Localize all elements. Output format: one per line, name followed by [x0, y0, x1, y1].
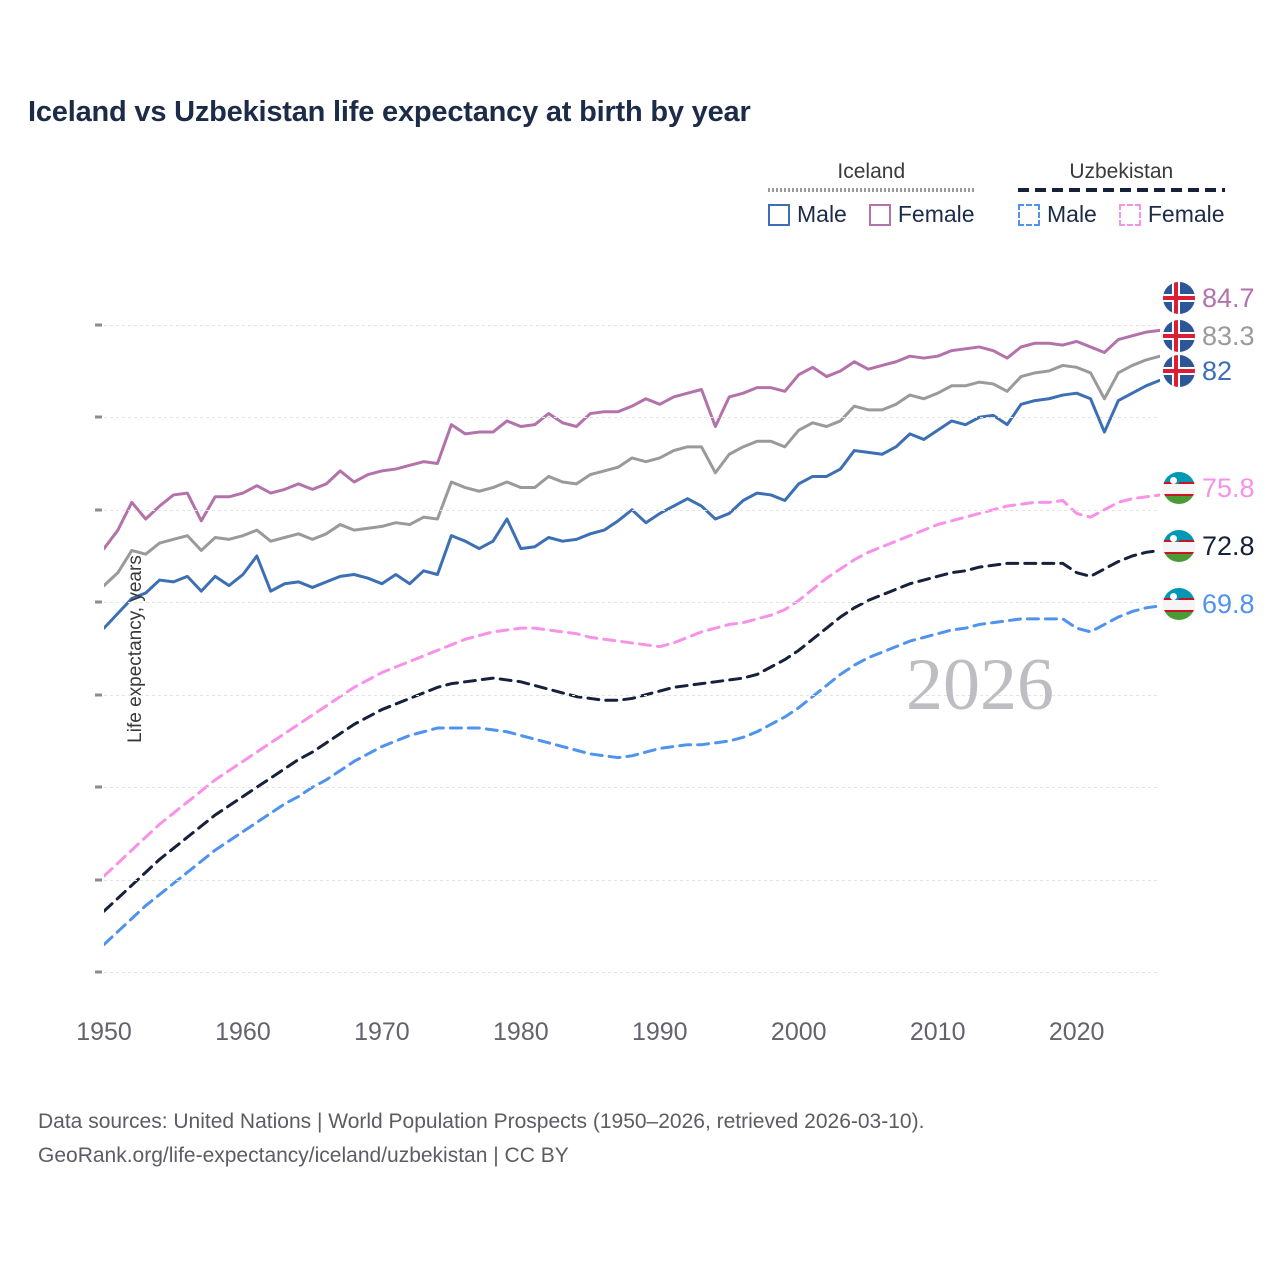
legend-item-uzbekistan-female[interactable]: Female: [1118, 201, 1225, 228]
year-watermark: 2026: [906, 644, 1054, 726]
gridline: [104, 787, 1160, 789]
end-label-iceland-male: 82: [1163, 355, 1232, 387]
iceland-flag-icon: [1163, 355, 1195, 387]
plot-area: Life expectancy, years 5055606570758085 …: [76, 297, 1160, 1046]
end-label-iceland-total: 83.3: [1163, 320, 1255, 352]
footer-line-1: Data sources: United Nations | World Pop…: [38, 1110, 925, 1133]
x-tick-label: 1970: [354, 1018, 410, 1046]
legend-style-rule-solid: [768, 188, 975, 192]
series-line-uzbekistan-total: [104, 548, 1160, 913]
x-tick-label: 1950: [76, 1018, 132, 1046]
legend-swatch-iceland-female: [868, 203, 891, 226]
legend-item-iceland-male[interactable]: Male: [768, 201, 847, 228]
x-tick-label: 1990: [631, 1018, 688, 1046]
gridline: [104, 694, 1160, 696]
iceland-flag-icon: [1163, 282, 1195, 314]
legend-group-iceland: Iceland Male Female: [768, 160, 975, 228]
end-label-value: 69.8: [1202, 588, 1255, 619]
uzbekistan-flag-icon: [1163, 588, 1195, 620]
y-tick-mark: [95, 323, 102, 327]
footer: Data sources: United Nations | World Pop…: [38, 1105, 924, 1173]
series-lines: [104, 328, 1160, 946]
y-tick-mark: [95, 415, 102, 419]
legend-label-iceland-female: Female: [897, 201, 975, 227]
legend-swatch-uzbekistan-female: [1118, 203, 1141, 226]
y-axis-title: Life expectancy, years: [124, 554, 146, 743]
legend-swatch-uzbekistan-male: [1018, 203, 1040, 226]
footer-line-2: GeoRank.org/life-expectancy/iceland/uzbe…: [38, 1144, 569, 1168]
series-line-uzbekistan-male: [104, 604, 1160, 946]
chart-legend: Iceland Male Female Uzbekistan Male: [760, 160, 1260, 250]
gridline: [104, 509, 1160, 511]
y-tick-mark: [95, 878, 102, 882]
series-end-labels: 84.7 83.3 82 75.8 72.8 69.8: [1163, 0, 1280, 1280]
iceland-flag-icon: [1163, 320, 1195, 352]
uzbekistan-flag-icon: [1163, 530, 1195, 562]
series-line-iceland-female: [104, 328, 1160, 551]
y-tick-mark: [95, 785, 102, 789]
x-tick-label: 2000: [770, 1018, 827, 1046]
end-label-uzbekistan-female: 75.8: [1163, 472, 1255, 504]
end-label-value: 83.3: [1202, 320, 1255, 351]
legend-item-iceland-female[interactable]: Female: [868, 201, 975, 228]
x-tick-label: 1980: [493, 1018, 549, 1046]
end-label-uzbekistan-total: 72.8: [1163, 530, 1255, 562]
x-tick-label: 2010: [909, 1018, 966, 1046]
y-tick-mark: [95, 970, 102, 974]
legend-style-rule-dashed: [1018, 188, 1225, 192]
series-line-uzbekistan-female: [104, 493, 1160, 878]
gridline: [104, 879, 1160, 881]
legend-label-uzbekistan-male: Male: [1047, 201, 1097, 227]
x-tick-label: 1960: [215, 1018, 271, 1046]
legend-item-uzbekistan-male[interactable]: Male: [1018, 201, 1097, 228]
legend-label-uzbekistan-female: Female: [1147, 201, 1225, 227]
y-tick-mark: [95, 693, 102, 697]
legend-country-iceland: Iceland: [837, 160, 906, 183]
legend-label-iceland-male: Male: [797, 201, 847, 227]
uzbekistan-flag-icon: [1163, 472, 1195, 504]
end-label-uzbekistan-male: 69.8: [1163, 588, 1255, 620]
y-tick-mark: [95, 508, 102, 512]
gridline: [104, 972, 1160, 974]
x-tick-label: 2020: [1048, 1018, 1105, 1046]
series-line-iceland-total: [104, 354, 1160, 588]
gridline: [104, 417, 1160, 419]
legend-group-uzbekistan: Uzbekistan Male Female: [1018, 160, 1225, 228]
end-label-value: 75.8: [1202, 472, 1255, 503]
page-title: Iceland vs Uzbekistan life expectancy at…: [28, 96, 751, 128]
end-label-value: 72.8: [1202, 530, 1255, 561]
end-label-iceland-female: 84.7: [1163, 282, 1255, 314]
gridline: [104, 324, 1160, 326]
y-tick-mark: [95, 600, 102, 604]
end-label-value: 84.7: [1202, 282, 1255, 313]
end-label-value: 82: [1202, 355, 1233, 386]
legend-country-uzbekistan: Uzbekistan: [1069, 160, 1174, 183]
legend-swatch-iceland-male: [768, 203, 790, 226]
gridline: [104, 602, 1160, 604]
